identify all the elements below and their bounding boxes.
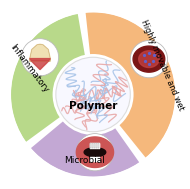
Wedge shape xyxy=(9,12,93,144)
Polygon shape xyxy=(96,143,97,148)
Polygon shape xyxy=(92,157,93,161)
Polygon shape xyxy=(96,157,97,161)
Polygon shape xyxy=(92,157,93,161)
Polygon shape xyxy=(98,143,99,148)
Polygon shape xyxy=(84,148,106,157)
Polygon shape xyxy=(98,143,99,148)
Polygon shape xyxy=(98,157,99,161)
Text: Polymer: Polymer xyxy=(69,101,117,111)
Circle shape xyxy=(130,40,168,78)
Circle shape xyxy=(56,57,130,132)
Polygon shape xyxy=(31,61,49,70)
Circle shape xyxy=(54,55,132,134)
Wedge shape xyxy=(29,94,141,178)
Polygon shape xyxy=(30,59,50,61)
Polygon shape xyxy=(94,143,95,148)
Polygon shape xyxy=(90,143,91,148)
Polygon shape xyxy=(94,143,95,148)
Polygon shape xyxy=(90,157,91,161)
Polygon shape xyxy=(94,157,95,161)
Polygon shape xyxy=(76,137,114,167)
Wedge shape xyxy=(84,11,177,160)
Text: Highly movable and wet: Highly movable and wet xyxy=(139,18,186,112)
Polygon shape xyxy=(92,143,93,148)
Polygon shape xyxy=(94,157,95,161)
Polygon shape xyxy=(139,51,159,67)
Circle shape xyxy=(76,134,114,171)
Text: Microbial: Microbial xyxy=(65,156,105,165)
Polygon shape xyxy=(96,157,97,161)
Polygon shape xyxy=(90,143,91,148)
Polygon shape xyxy=(90,157,91,161)
Text: Inflammatory: Inflammatory xyxy=(8,43,50,94)
Polygon shape xyxy=(133,46,165,72)
Polygon shape xyxy=(98,157,99,161)
Circle shape xyxy=(21,39,59,76)
Polygon shape xyxy=(92,143,93,148)
Polygon shape xyxy=(30,44,50,61)
Polygon shape xyxy=(96,143,97,148)
